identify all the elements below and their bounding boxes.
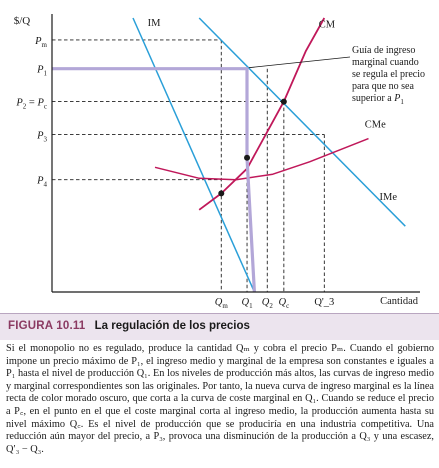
x-axis-title: Cantidad xyxy=(380,296,419,307)
figure-number: FIGURA 10.11 xyxy=(8,320,86,332)
figure-title: La regulación de los precios xyxy=(94,320,250,332)
y-tick-label: P2​ = Pc​ xyxy=(15,98,47,111)
y-tick-label: P4​ xyxy=(36,176,47,189)
annotation-line: marginal cuando xyxy=(352,57,419,68)
reference-lines xyxy=(52,39,325,292)
figure-caption-heading: FIGURA 10.11 La regulación de los precio… xyxy=(8,320,250,332)
y-tick-label: P1​ xyxy=(36,65,47,78)
series-im xyxy=(132,17,256,293)
annotation-pointer xyxy=(248,56,351,69)
axes xyxy=(51,14,420,293)
annotation-line: Guía de ingreso xyxy=(352,45,415,56)
x-tick-label: Q1​ xyxy=(241,297,253,310)
intersection-point xyxy=(244,154,251,161)
y-tick-label: Pm​ xyxy=(34,36,47,49)
series-layer xyxy=(52,17,406,293)
annotation-line: superior a P1​ xyxy=(352,93,404,106)
series-cm xyxy=(198,17,326,211)
x-tick-label: Q2​ xyxy=(262,297,274,310)
curve-label-ime: IMe xyxy=(380,192,398,203)
annotation-line: se regula el precio xyxy=(352,69,425,80)
curve-label-cm: CM xyxy=(319,20,336,31)
intersection-point xyxy=(280,98,287,105)
curve-label-im: IM xyxy=(148,18,161,29)
caption-paragraph: Si el monopolio no es regulado, produce … xyxy=(6,343,434,455)
series-ime xyxy=(198,17,406,227)
figure-caption-body: Si el monopolio no es regulado, produce … xyxy=(6,343,434,456)
figure-chart: $/Q Cantidad Qm​ Q1​ Q2​ Qc​ Q'_3 Pm​ P1​ P2​ = P… xyxy=(14,14,425,310)
labels: $/Q Cantidad Qm​ Q1​ Q2​ Qc​ Q'_3 Pm​ P1​ P2​ = P… xyxy=(14,15,425,310)
intersection-point xyxy=(218,190,225,197)
annotation-line: para que no sea xyxy=(352,81,414,92)
x-tick-label: Qm​ xyxy=(215,297,229,310)
caption-bar: FIGURA 10.11 La regulación de los precio… xyxy=(0,313,439,340)
curve-label-cme: CMe xyxy=(365,120,386,131)
x-tick-label: Qc​ xyxy=(278,297,289,310)
y-axis-title: $/Q xyxy=(14,15,31,27)
series-regulated-mr xyxy=(52,67,256,293)
y-tick-label: P3​ xyxy=(36,130,47,143)
series-cme xyxy=(154,137,369,181)
x-tick-label: Q'_3 xyxy=(314,297,334,308)
